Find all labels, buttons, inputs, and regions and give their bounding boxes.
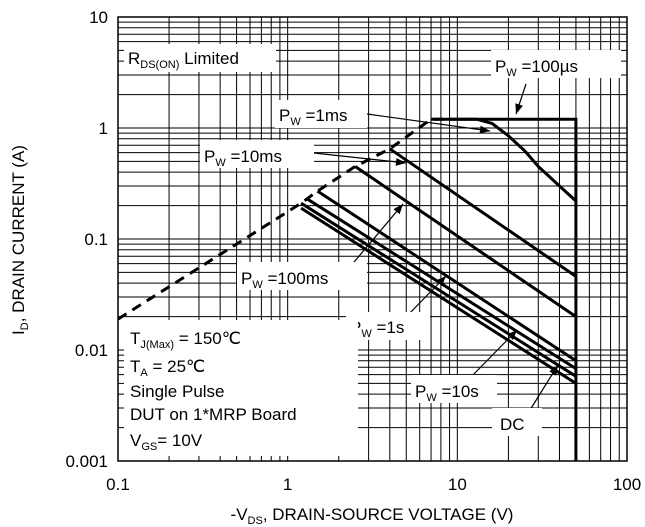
series-line-dc [300,206,577,385]
label-backdrop [492,408,542,436]
condition-line: VGS= 10V [130,431,203,453]
series-arrow-head [507,330,517,340]
series-arrow [469,329,518,379]
curves [117,83,578,461]
series-label-pw-10ms: PW =10ms [204,147,282,169]
series-line-pw-100ms [316,189,577,363]
y-axis-title: ID, DRAIN CURRENT (A) [9,145,31,335]
tick-labels: 0.1 1 10 100 10 1 0.1 0.01 0.001 [65,8,641,494]
label-backdrop [346,312,430,340]
series-label-pw-100ms: PW =100ms [241,269,328,291]
series-arrow-head [436,276,446,286]
series-arrow-head [395,157,406,166]
y-tick-label: 0.001 [65,452,108,471]
label-backdrop [124,320,358,456]
label-backdrop [275,100,367,128]
condition-line: TJ(Max) = 150℃ [130,329,241,351]
series-line-pw-1ms [388,147,577,278]
condition-line: TA = 25℃ [130,357,205,379]
annotations: RDS(ON) Limited PW =100µs PW =1ms PW =10ms P… [124,44,621,456]
label-backdrop [200,140,314,168]
series-label-dc: DC [500,415,525,434]
power-limit-boundary [431,117,578,461]
plot-frame [117,16,628,462]
label-backdrop [237,262,367,290]
series-arrow-head [515,103,523,114]
series-arrow [313,152,407,164]
series-arrow [348,203,404,269]
x-tick-label: 100 [613,475,641,494]
label-backdrop [491,50,621,78]
series-arrow-head [479,125,490,134]
y-tick-label: 1 [99,119,108,138]
rds-limit-label: RDS(ON) Limited [128,49,239,71]
series-arrow-head [549,365,558,376]
y-tick-label: 0.01 [75,341,108,360]
series-line-pw-100-s [449,117,577,203]
label-backdrop [124,44,276,72]
series-line-pw-10s [300,201,577,378]
x-tick-label: 10 [448,475,467,494]
label-backdrop [411,375,497,403]
x-axis-title: -VDS, DRAIN-SOURCE VOLTAGE (V) [231,505,514,527]
series-arrow [366,113,491,132]
series-label-pw-10s: PW =10s [415,382,479,404]
series-label-pw-1ms: PW =1ms [279,106,348,128]
x-tick-label: 0.1 [106,475,130,494]
y-tick-label: 0.1 [84,230,108,249]
series-arrow-head [393,204,403,215]
series-label-pw-1s: PW =1s [350,318,404,340]
condition-line: Single Pulse [130,382,225,401]
condition-line: DUT on 1*MRP Board [130,405,297,424]
series-line-pw-10ms [354,165,577,318]
x-tick-label: 1 [283,475,292,494]
y-tick-label: 10 [89,8,108,27]
series-label-pw-100-s: PW =100µs [495,57,578,79]
